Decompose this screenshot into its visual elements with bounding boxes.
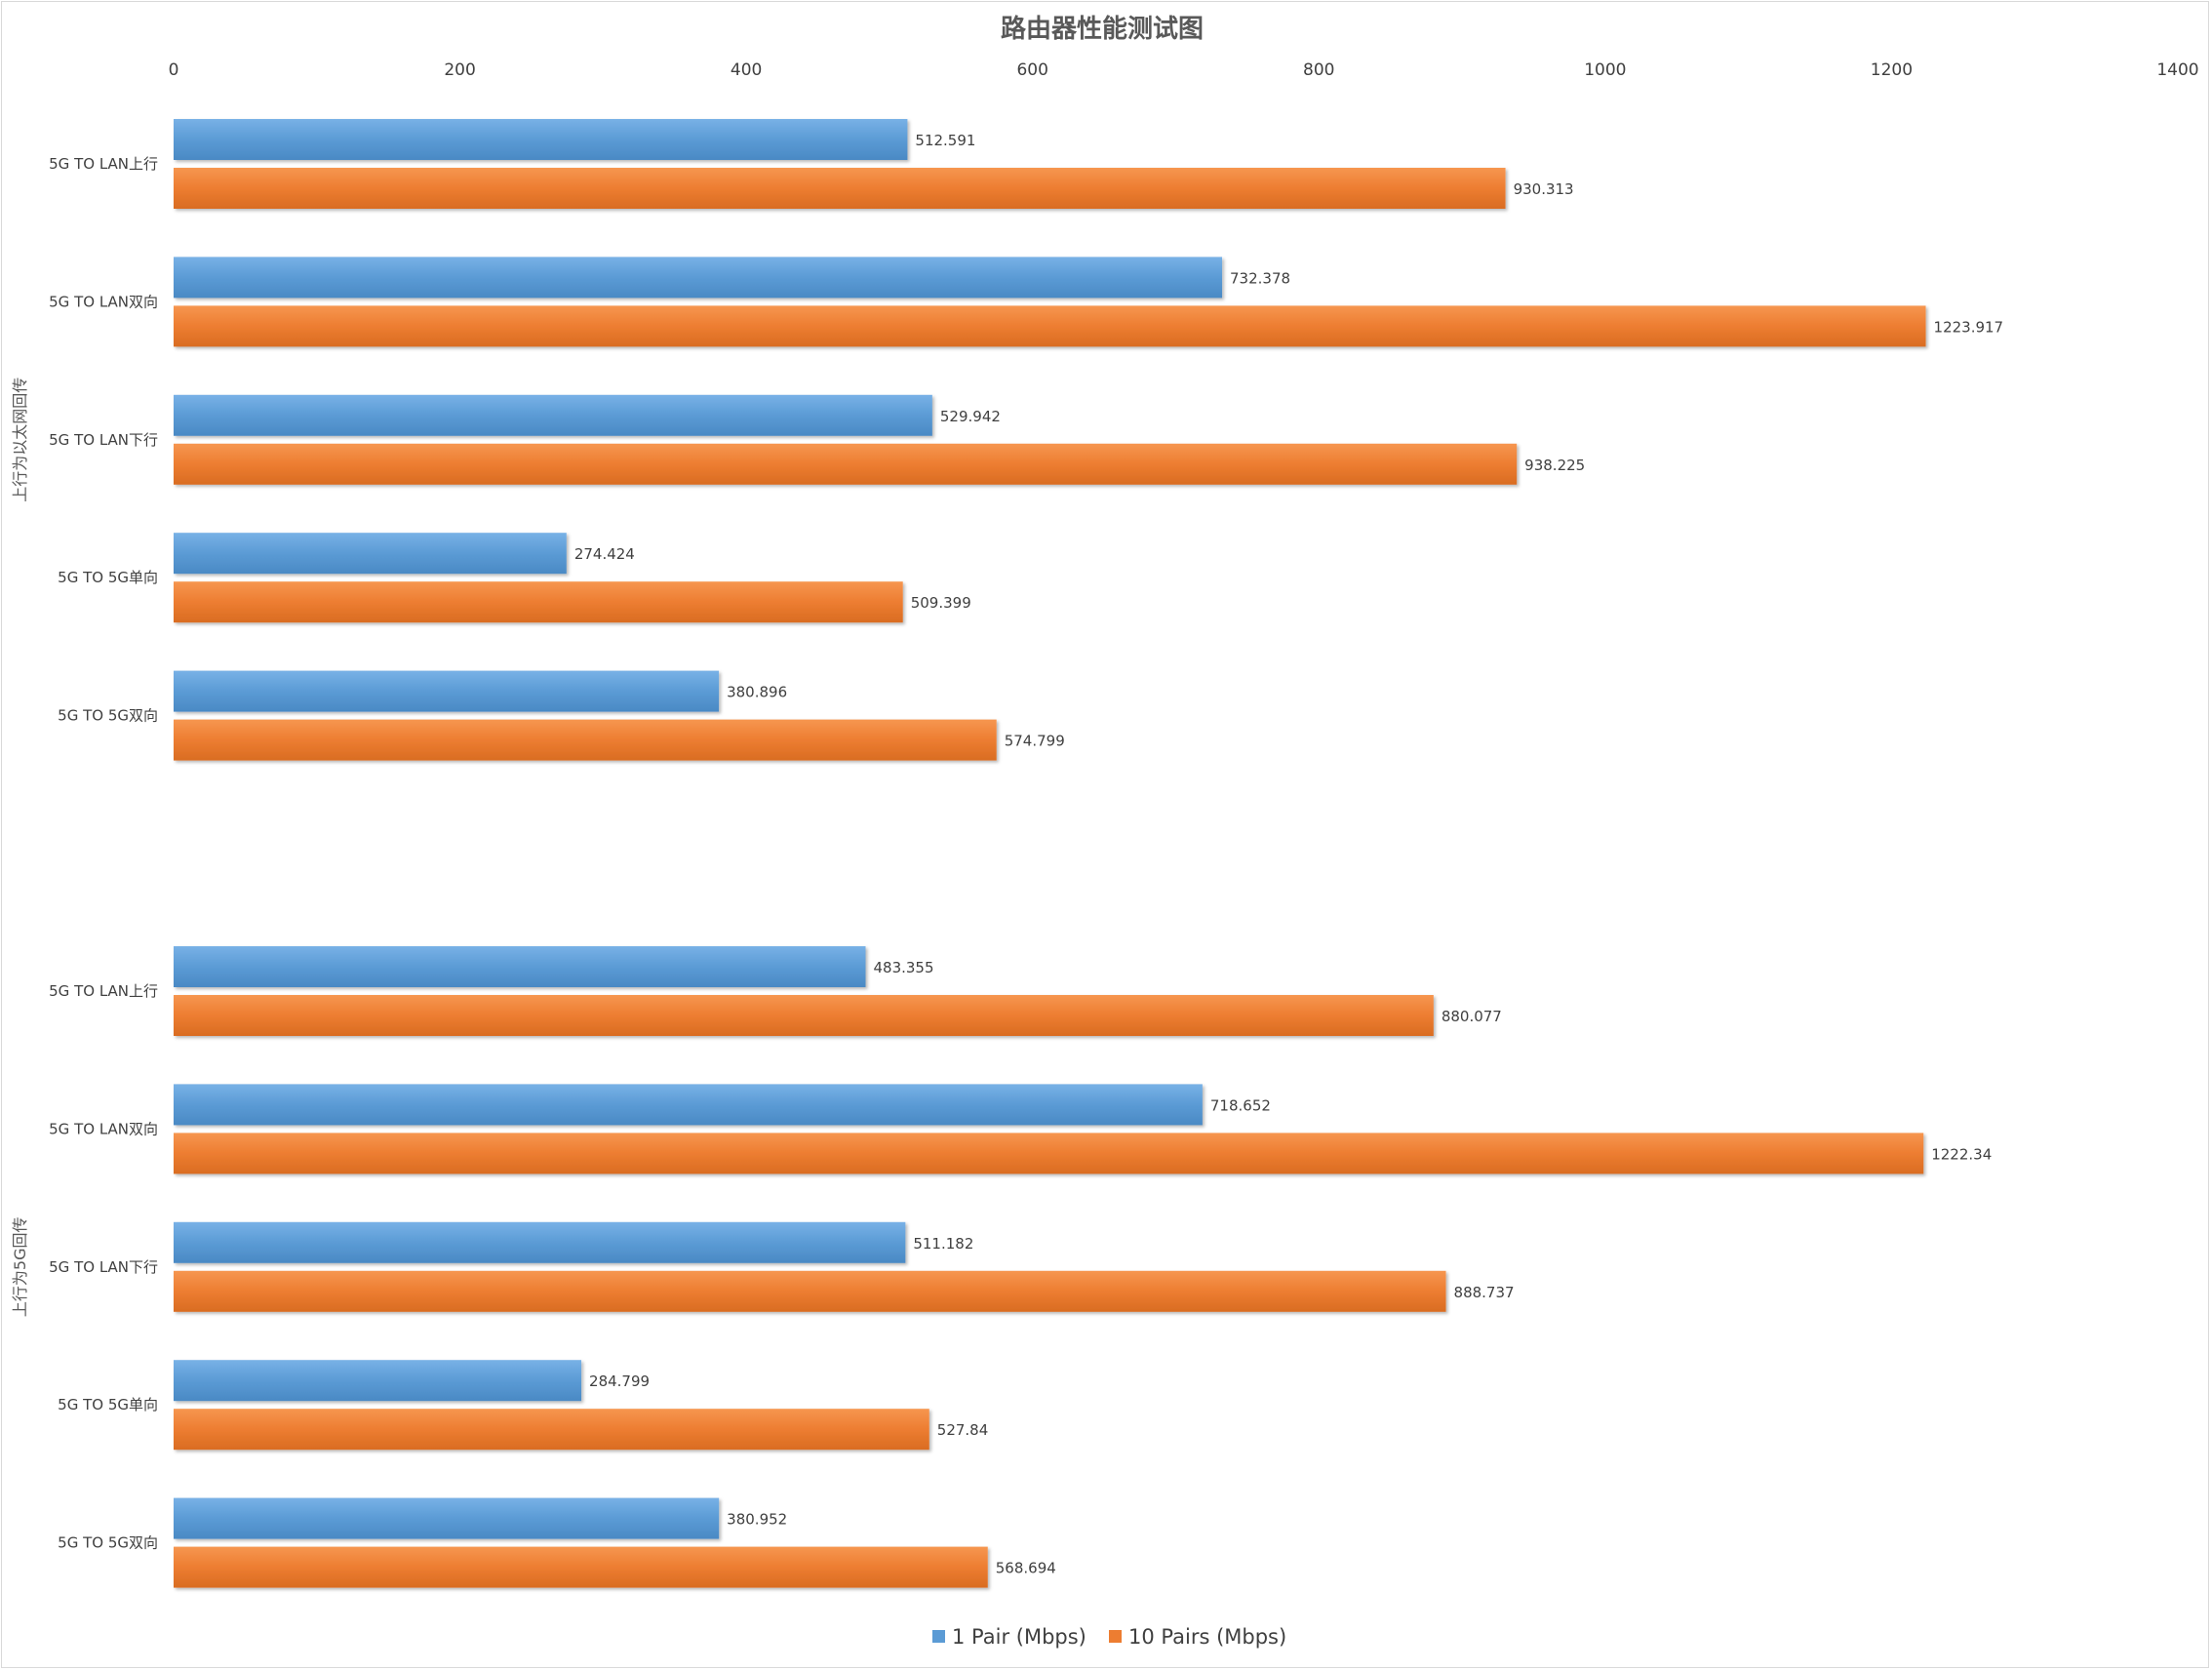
bar-series1 — [174, 1084, 1203, 1126]
bar-series1 — [174, 1221, 906, 1263]
bar-series2 — [174, 1133, 1924, 1174]
data-label: 568.694 — [996, 1560, 1056, 1577]
data-label: 284.799 — [589, 1373, 650, 1390]
category-label: 5G TO 5G单向 — [58, 1396, 158, 1413]
bars: 512.591 930.313 732.378 1223.917 529.942 938.… — [174, 119, 2003, 1588]
category-label: 5G TO 5G双向 — [58, 1534, 158, 1552]
data-label: 1223.917 — [1934, 318, 2004, 336]
x-tick-label: 400 — [731, 60, 762, 80]
bar-series1 — [174, 1360, 582, 1402]
bar-series2 — [174, 305, 1926, 347]
data-label: 1222.34 — [1931, 1145, 1992, 1163]
category-label: 5G TO LAN双向 — [49, 293, 158, 310]
data-label: 930.313 — [1514, 180, 1574, 198]
x-tick-label: 600 — [1016, 60, 1047, 80]
data-label: 527.84 — [937, 1421, 989, 1439]
bar-series1 — [174, 257, 1223, 298]
x-tick-label: 1400 — [2156, 60, 2198, 80]
bar-series1 — [174, 533, 567, 575]
legend-swatch — [1109, 1630, 1122, 1643]
bar-series2 — [174, 1546, 988, 1588]
bar-series1 — [174, 1497, 720, 1539]
x-tick-label: 0 — [169, 60, 179, 80]
x-tick-label: 1000 — [1584, 60, 1626, 80]
category-label: 5G TO LAN下行 — [49, 431, 158, 449]
data-label: 888.737 — [1454, 1284, 1515, 1301]
category-label: 5G TO 5G双向 — [58, 707, 158, 725]
category-label: 5G TO LAN双向 — [49, 1120, 158, 1137]
bar-series1 — [174, 670, 720, 712]
group-label: 上行为以太网回传 — [11, 378, 29, 502]
data-label: 880.077 — [1442, 1008, 1502, 1025]
data-label: 483.355 — [873, 959, 933, 976]
data-label: 718.652 — [1210, 1096, 1271, 1114]
bar-series1 — [174, 946, 866, 987]
legend-label: 10 Pairs (Mbps) — [1128, 1625, 1286, 1649]
legend-swatch — [932, 1630, 945, 1643]
category-label: 5G TO LAN上行 — [49, 155, 158, 173]
x-tick-label: 1200 — [1871, 60, 1913, 80]
x-tick-label: 800 — [1303, 60, 1334, 80]
x-axis-ticks: 0 200 400 600 800 1000 1200 1400 — [169, 60, 2199, 80]
category-label: 5G TO 5G单向 — [58, 569, 158, 586]
data-label: 529.942 — [940, 408, 1001, 425]
category-labels: 5G TO LAN上行 5G TO LAN双向 5G TO LAN下行 5G TO 5… — [49, 155, 158, 1552]
data-label: 512.591 — [915, 132, 975, 149]
bar-series2 — [174, 995, 1434, 1036]
data-label: 732.378 — [1230, 269, 1290, 287]
bar-series2 — [174, 1409, 929, 1451]
x-tick-label: 200 — [444, 60, 475, 80]
data-label: 938.225 — [1524, 457, 1585, 474]
bar-series2 — [174, 1270, 1446, 1312]
data-label: 274.424 — [574, 545, 635, 563]
data-label: 509.399 — [911, 594, 971, 612]
data-label: 511.182 — [913, 1235, 973, 1253]
category-label: 5G TO LAN上行 — [49, 982, 158, 1000]
chart-title: 路由器性能测试图 — [1001, 14, 1204, 44]
bar-series2 — [174, 168, 1506, 209]
bar-series2 — [174, 581, 903, 623]
bar-series1 — [174, 394, 932, 436]
data-label: 380.952 — [727, 1511, 787, 1529]
group-label: 上行为5G回传 — [11, 1217, 29, 1318]
bar-series1 — [174, 119, 908, 160]
data-label: 574.799 — [1005, 733, 1065, 750]
data-label: 380.896 — [727, 684, 787, 701]
legend: 1 Pair (Mbps) 10 Pairs (Mbps) — [932, 1625, 1286, 1649]
bar-series2 — [174, 443, 1518, 485]
category-label: 5G TO LAN下行 — [49, 1258, 158, 1276]
legend-label: 1 Pair (Mbps) — [952, 1625, 1086, 1649]
bar-series2 — [174, 719, 997, 761]
